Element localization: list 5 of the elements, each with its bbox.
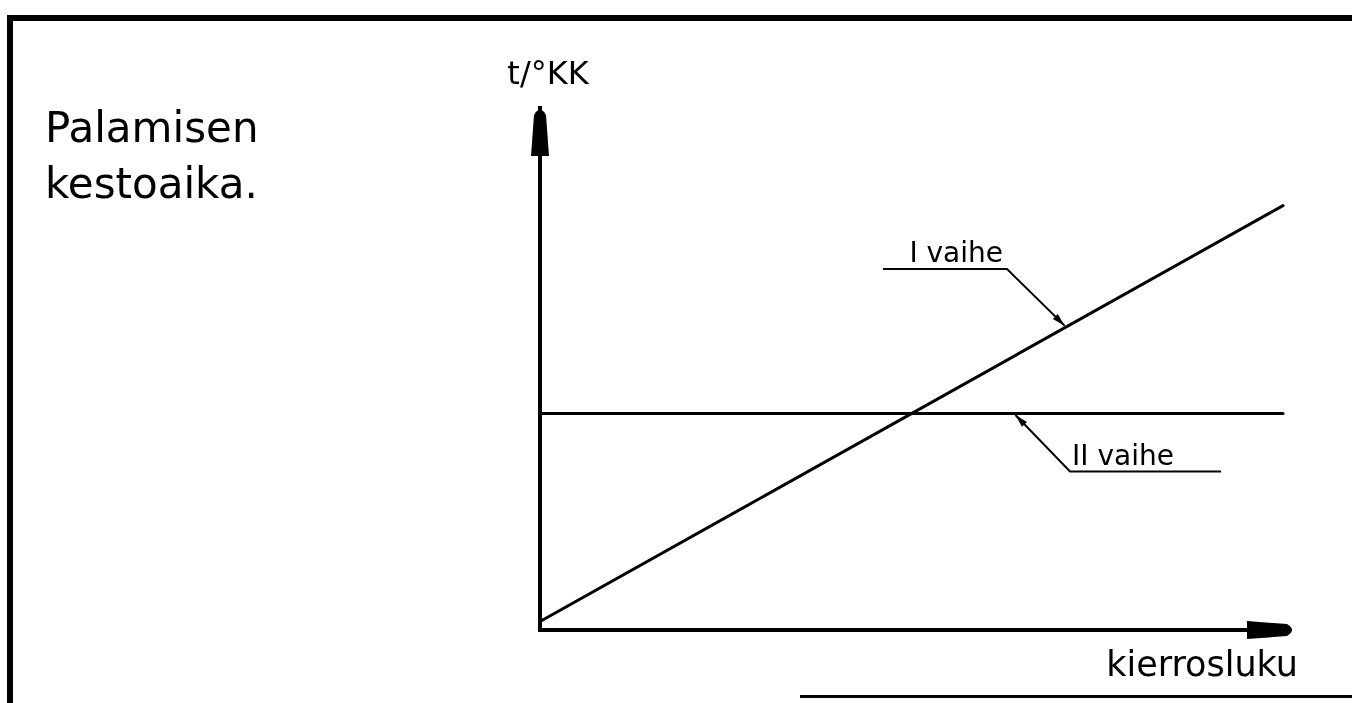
x-axis-title: kierrosluku	[1106, 644, 1298, 684]
text: I vaihe	[909, 236, 1004, 270]
series-label: II vaihe	[1072, 438, 1174, 472]
y-axis-title: t/°KK	[507, 54, 589, 92]
chart-title: Palamisen kestoaika.	[45, 102, 260, 210]
